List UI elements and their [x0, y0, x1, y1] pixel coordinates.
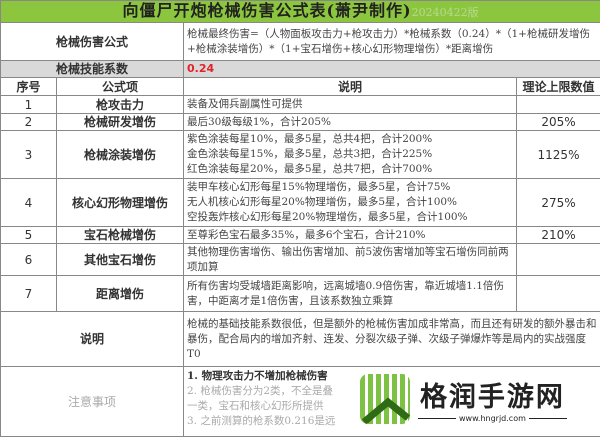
row-desc: 所有伤害均受城墙距离影响，远离城墙0.9倍伤害，靠近城墙1.1倍伤害，中距离才是…: [184, 276, 517, 312]
row-item: 核心幻形物理增伤: [57, 179, 184, 227]
row-max: [517, 276, 600, 312]
explain-text: 枪械的基础技能系数很低，但是额外的枪械伤害加成非常高，而且还有研发的额外暴击和暴…: [184, 312, 600, 367]
notes-label: 注意事项: [1, 367, 184, 437]
formula-label: 枪械伤害公式: [1, 23, 184, 61]
watermark: 格润手游网 www.hngrjd.com: [355, 368, 600, 430]
row-desc: 最后30级每级1%，合计205%: [184, 114, 517, 131]
table-title: 向僵尸开炮枪械伤害公式表(萧尹制作)20240422版: [1, 1, 600, 23]
desc-line: 紫色涂装每星10%，最多5星，总共4把，合计200%: [187, 132, 513, 147]
header-desc: 说明: [184, 78, 517, 96]
row-max: 275%: [517, 179, 600, 227]
row-item: 枪械涂装增伤: [57, 131, 184, 179]
title-text: 向僵尸开炮枪械伤害公式表(萧尹制作): [122, 1, 411, 20]
row-desc: 其他物理伤害增伤、输出伤害增加、前5波伤害增加等宝石增伤同前两项加算: [184, 244, 517, 276]
desc-line: 金色涂装每星15%，最多5星，总共3把，合计225%: [187, 147, 513, 162]
row-max: 205%: [517, 114, 600, 131]
row-no: 6: [1, 244, 57, 276]
row-desc: 紫色涂装每星10%，最多5星，总共4把，合计200%金色涂装每星15%，最多5星…: [184, 131, 517, 179]
watermark-url: www.hngrjd.com: [418, 414, 567, 423]
row-item: 枪攻击力: [57, 96, 184, 114]
version-text: 20240422版: [412, 6, 479, 19]
desc-line: 红色涂装每星20%，最多5星，总共7把，合计700%: [187, 162, 513, 177]
row-item: 枪械研发增伤: [57, 114, 184, 131]
row-no: 1: [1, 96, 57, 114]
coefficient-value: 0.24: [184, 61, 600, 78]
header-item: 公式项: [57, 78, 184, 96]
row-no: 5: [1, 227, 57, 244]
row-item: 其他宝石增伤: [57, 244, 184, 276]
desc-line: 装甲车核心幻形每星15%物理增伤，最多5星，合计75%: [187, 180, 513, 195]
coefficient-label: 枪械技能系数: [1, 61, 184, 78]
desc-line: 无人机核心幻形每星20%物理增伤，最多5星，合计100%: [187, 195, 513, 210]
row-max: [517, 244, 600, 276]
row-item: 距离增伤: [57, 276, 184, 312]
row-item: 宝石枪械增伤: [57, 227, 184, 244]
header-row: 序号 公式项 说明 理论上限数值: [1, 78, 600, 96]
explain-label: 说明: [1, 312, 184, 367]
formula-text: 枪械最终伤害=（人物面板攻击力+枪攻击力）*枪械系数（0.24）*（1+枪械研发…: [184, 23, 600, 61]
row-max: [517, 96, 600, 114]
row-max: 210%: [517, 227, 600, 244]
row-no: 7: [1, 276, 57, 312]
row-desc: 至尊彩色宝石最多35%，最多6个宝石，合计210%: [184, 227, 517, 244]
row-max: 1125%: [517, 131, 600, 179]
row-no: 4: [1, 179, 57, 227]
watermark-url-text: www.hngrjd.com: [459, 414, 526, 423]
watermark-logo-icon: [360, 374, 410, 424]
row-desc: 装备及佣兵副属性可提供: [184, 96, 517, 114]
header-no: 序号: [1, 78, 57, 96]
row-desc: 装甲车核心幻形每星15%物理增伤，最多5星，合计75%无人机核心幻形每星20%物…: [184, 179, 517, 227]
row-no: 2: [1, 114, 57, 131]
watermark-name: 格润手游网: [420, 375, 565, 414]
header-max: 理论上限数值: [517, 78, 600, 96]
desc-line: 空投轰炸核心幻形每星20%物理增伤，最多5星，合计100%: [187, 210, 513, 225]
row-no: 3: [1, 131, 57, 179]
